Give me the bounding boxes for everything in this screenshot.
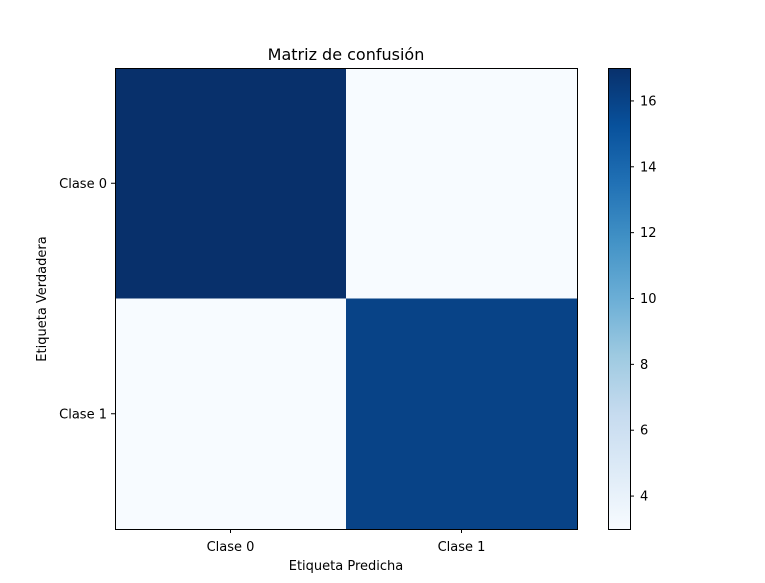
y-axis-ticks: Clase 0 Clase 1 — [59, 177, 115, 422]
heatmap-cell-r0-c0 — [115, 68, 347, 299]
y-tick-label: Clase 0 — [59, 177, 107, 192]
x-tick-label: Clase 0 — [207, 540, 255, 555]
y-tick-label: Clase 1 — [59, 407, 107, 422]
x-axis-label: Etiqueta Predicha — [289, 559, 404, 574]
chart-title: Matriz de confusión — [268, 45, 425, 64]
heatmap-cell-r0-c1 — [346, 68, 578, 299]
colorbar-tick-label: 8 — [640, 358, 648, 373]
colorbar-tick-label: 6 — [640, 424, 648, 439]
colorbar-tick-label: 14 — [640, 160, 657, 175]
colorbar — [608, 68, 630, 529]
x-axis-ticks: Clase 0 Clase 1 — [207, 529, 486, 555]
x-tick-label: Clase 1 — [438, 540, 486, 555]
colorbar-tick-label: 12 — [640, 226, 657, 241]
colorbar-tick-label: 16 — [640, 94, 657, 109]
y-axis-label: Etiqueta Verdadera — [35, 236, 50, 361]
colorbar-ticks: 4 6 8 10 12 14 16 — [630, 94, 657, 505]
plot-frame — [115, 68, 578, 530]
heatmap-cells — [115, 68, 578, 530]
heatmap-cell-r1-c0 — [115, 298, 347, 530]
colorbar-tick-label: 4 — [640, 490, 648, 505]
heatmap-cell-r1-c1 — [346, 298, 578, 530]
colorbar-tick-label: 10 — [640, 292, 657, 307]
